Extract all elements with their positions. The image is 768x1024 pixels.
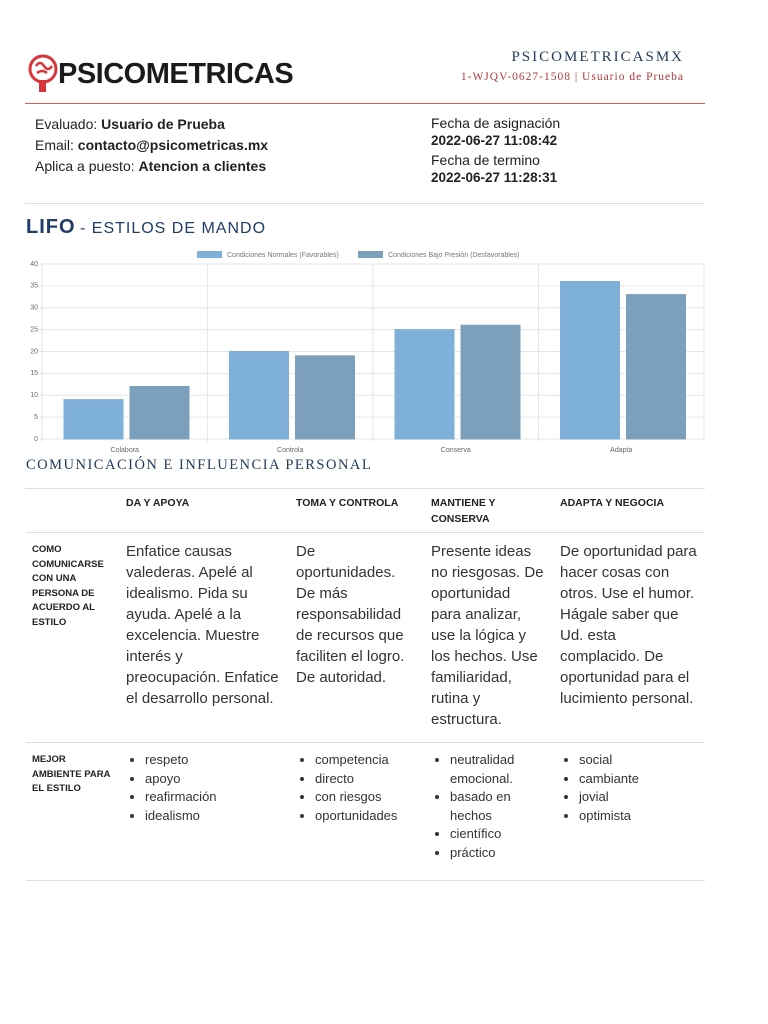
table-end-cell xyxy=(26,880,705,881)
bullet-item: oportunidades xyxy=(315,807,423,826)
section-title: LIFO xyxy=(26,216,76,238)
logo-icon xyxy=(28,54,58,92)
table-title: COMUNICACIÓN E INFLUENCIA PERSONAL xyxy=(26,457,373,473)
y-tick-label: 5 xyxy=(34,414,38,421)
divider xyxy=(25,103,705,104)
chart: 0 5 10 15 20 25 30 35 40 Condiciones Normales (Fa… xyxy=(30,251,705,454)
bar xyxy=(626,294,686,440)
value: Atencion a clientes xyxy=(138,158,267,174)
table-row: MEJOR AMBIENTE PARA EL ESTILOrespetoapoy… xyxy=(26,742,705,881)
section-heading: LIFO - ESTILOS DE MANDO xyxy=(26,216,266,239)
legend-label: Condiciones Bajo Presión (Desfavorables) xyxy=(388,252,520,259)
bullet-item: reafirmación xyxy=(145,788,288,807)
text-cell: Enfatice causas valederas. Apelé al idea… xyxy=(118,532,288,743)
value: 2022-06-27 11:28:31 xyxy=(431,170,558,185)
text-cell: De oportunidad para hacer cosas con otro… xyxy=(552,532,705,743)
row-label: COMO COMUNICARSE CON UNA PERSONA DE ACUE… xyxy=(26,532,118,743)
text-cell: Presente ideas no riesgosas. De oportuni… xyxy=(423,532,552,743)
y-tick-label: 25 xyxy=(30,326,38,333)
header-row: DA Y APOYA TOMA Y CONTROLA MANTIENE Y CONS… xyxy=(26,489,705,533)
y-tick-label: 0 xyxy=(34,436,38,443)
bullet-item: apoyo xyxy=(145,770,288,789)
bar xyxy=(129,386,190,440)
y-tick-label: 30 xyxy=(30,305,38,312)
bar xyxy=(229,351,289,440)
bullet-list: competenciadirectocon riesgosoportunidad… xyxy=(288,751,423,825)
bullet-item: con riesgos xyxy=(315,788,423,807)
table-row: COMO COMUNICARSE CON UNA PERSONA DE ACUE… xyxy=(26,532,705,743)
dates: Fecha de asignación 2022-06-27 11:08:42 … xyxy=(431,115,560,186)
bar xyxy=(63,399,124,440)
x-tick-label: Adapta xyxy=(610,447,632,454)
value: Usuario de Prueba xyxy=(101,116,225,132)
column-header: ADAPTA Y NEGOCIA xyxy=(560,497,665,509)
logo-text: PSICOMETRICAS xyxy=(58,58,294,90)
column-header: TOMA Y CONTROLA xyxy=(296,497,399,509)
label: Evaluado: xyxy=(35,116,98,132)
candidate-info: Evaluado: Usuario de Prueba Email: conta… xyxy=(35,114,268,177)
label: Email: xyxy=(35,137,74,153)
x-tick-label: Colabora xyxy=(111,447,140,454)
label: Aplica a puesto: xyxy=(35,158,135,174)
y-tick-label: 20 xyxy=(30,348,38,355)
bullet-item: cambiante xyxy=(579,770,705,789)
y-tick-label: 35 xyxy=(30,283,38,290)
label: Fecha de termino xyxy=(431,152,540,168)
bar xyxy=(295,355,355,440)
bullet-item: social xyxy=(579,751,705,770)
bullet-list: respetoapoyoreafirmaciónidealismo xyxy=(118,751,288,825)
brand: PSICOMETRICASMX xyxy=(511,49,684,65)
list-cell: competenciadirectocon riesgosoportunidad… xyxy=(288,742,423,881)
table-end xyxy=(26,880,705,881)
info-row: Email: contacto@psicometricas.mx xyxy=(35,135,268,156)
bullet-item: respeto xyxy=(145,751,288,770)
x-tick-label: Conserva xyxy=(441,447,471,454)
list-cell: respetoapoyoreafirmaciónidealismo xyxy=(118,742,288,881)
column-header: MANTIENE Y CONSERVA xyxy=(431,497,496,525)
bullet-item: directo xyxy=(315,770,423,789)
bullet-list: neutralidad emocional.basado en hechosci… xyxy=(423,751,552,862)
legend-swatch xyxy=(197,251,222,258)
header-cell xyxy=(26,489,118,533)
bar xyxy=(560,281,620,440)
text-cell: De oportunidades. De más responsabilidad… xyxy=(288,532,423,743)
y-tick-label: 40 xyxy=(30,261,38,268)
label: Fecha de asignación xyxy=(431,115,561,131)
list-cell: neutralidad emocional.basado en hechosci… xyxy=(423,742,552,881)
column-header: DA Y APOYA xyxy=(126,497,190,509)
bullet-item: idealismo xyxy=(145,807,288,826)
x-tick-label: Controla xyxy=(277,447,304,454)
bullet-item: optimista xyxy=(579,807,705,826)
list-cell: socialcambiantejovialoptimista xyxy=(552,742,705,881)
divider xyxy=(25,488,705,489)
row-label: MEJOR AMBIENTE PARA EL ESTILO xyxy=(26,742,118,881)
reference: 1-WJQV-0627-1508 | Usuario de Prueba xyxy=(460,71,684,83)
value: contacto@psicometricas.mx xyxy=(77,137,269,153)
legend-swatch xyxy=(358,251,383,258)
bullet-item: científico xyxy=(450,825,552,844)
bullet-item: basado en hechos xyxy=(450,788,552,825)
bullet-item: jovial xyxy=(579,788,705,807)
value: 2022-06-27 11:08:42 xyxy=(431,133,558,148)
style-table: DA Y APOYA TOMA Y CONTROLA MANTIENE Y CONS… xyxy=(26,489,705,881)
bullet-item: competencia xyxy=(315,751,423,770)
bullet-item: práctico xyxy=(450,844,552,863)
info-row: Aplica a puesto: Atencion a clientes xyxy=(35,156,268,177)
bar xyxy=(394,329,455,440)
bullet-list: socialcambiantejovialoptimista xyxy=(552,751,705,825)
y-tick-label: 10 xyxy=(30,392,38,399)
y-tick-label: 15 xyxy=(30,370,38,377)
legend-label: Condiciones Normales (Favorables) xyxy=(227,252,339,259)
bullet-item: neutralidad emocional. xyxy=(450,751,552,788)
info-row: Evaluado: Usuario de Prueba xyxy=(35,114,268,135)
divider xyxy=(25,203,705,204)
section-subtitle: - ESTILOS DE MANDO xyxy=(80,220,267,237)
bar xyxy=(460,324,521,440)
